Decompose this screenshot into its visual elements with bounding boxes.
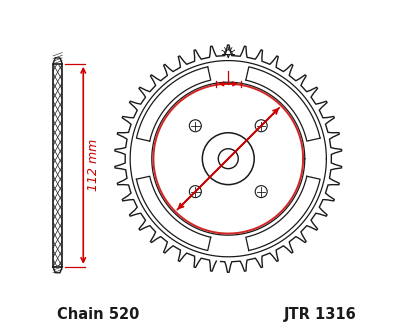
Polygon shape [53, 64, 62, 267]
Text: 138 mm: 138 mm [236, 167, 292, 180]
Text: JTR 1316: JTR 1316 [284, 307, 356, 322]
Circle shape [255, 120, 267, 132]
Polygon shape [246, 176, 320, 250]
Polygon shape [136, 176, 211, 250]
Circle shape [202, 133, 254, 185]
Circle shape [189, 120, 201, 132]
Polygon shape [115, 45, 342, 272]
Polygon shape [53, 58, 62, 64]
Circle shape [218, 149, 238, 169]
Polygon shape [246, 67, 320, 141]
Polygon shape [53, 267, 62, 273]
Circle shape [255, 186, 267, 198]
Text: 112 mm: 112 mm [87, 139, 100, 191]
Text: Chain 520: Chain 520 [57, 307, 139, 322]
Text: 12.5: 12.5 [244, 79, 267, 89]
Circle shape [189, 186, 201, 198]
Polygon shape [136, 67, 211, 141]
